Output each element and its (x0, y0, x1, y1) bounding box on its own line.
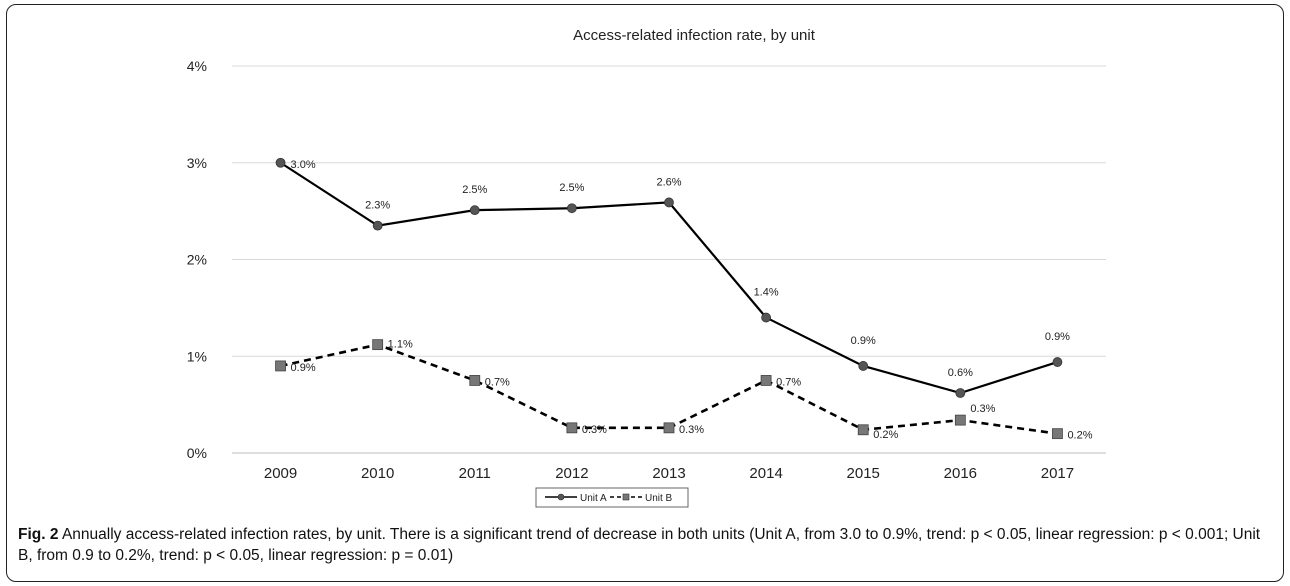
figure-frame (6, 4, 1284, 582)
data-label: 0.2% (1067, 430, 1092, 442)
y-tick-label: 4% (187, 58, 207, 74)
caption-label: Fig. 2 (18, 526, 59, 543)
y-tick-label: 3% (187, 155, 207, 171)
series-unit-b: 0.9% 1.1% 0.7% 0.3% 0.3% 0.7% 0.2% 0.3% 0.2% (275, 339, 1093, 442)
data-point (663, 422, 675, 434)
data-point (372, 339, 384, 351)
data-point (566, 422, 578, 434)
series-group: 3.0%2.3%2.5% 2.5% 2.6%1.4%0.9%0.6%0.9%0.9%… (275, 157, 1093, 442)
series-line (280, 343, 1058, 435)
data-point (275, 360, 286, 372)
line-chart: Access-related infection rate, by unit 0… (187, 27, 1106, 508)
legend: Unit A Unit B (535, 487, 689, 508)
legend-marker (557, 493, 565, 501)
x-tick-label: 2016 (944, 465, 977, 482)
y-tick-label: 0% (187, 445, 207, 461)
y-tick-label: 1% (187, 348, 207, 364)
data-label: 1.4% (754, 287, 779, 299)
data-point (954, 414, 966, 426)
legend-marker (622, 493, 630, 501)
data-label: 0.6% (948, 367, 973, 379)
data-point (566, 203, 577, 214)
caption-text: Annually access-related infection rates,… (18, 526, 1261, 564)
data-point (1052, 428, 1063, 440)
y-tick-label: 2% (187, 252, 207, 268)
legend-label: Unit B (645, 493, 673, 504)
data-point (664, 197, 674, 208)
data-point (857, 424, 869, 436)
data-point (469, 205, 480, 216)
figure-caption: Fig. 2 Annually access-related infection… (18, 524, 1268, 566)
data-label: 0.7% (485, 376, 510, 388)
data-label: 0.3% (679, 424, 704, 436)
data-label: 2.5% (559, 182, 584, 194)
data-point (372, 220, 383, 231)
x-tick-label: 2017 (1041, 465, 1074, 482)
data-label: 2.3% (365, 200, 390, 212)
gridlines (232, 65, 1106, 454)
y-axis-ticks: 0% 1% 2% 3% 4% (187, 58, 207, 461)
x-tick-label: 2011 (459, 465, 491, 482)
data-label: 0.2% (873, 429, 898, 441)
data-point (760, 375, 772, 386)
data-label: 0.9% (1045, 331, 1070, 343)
data-point (858, 361, 869, 371)
data-point (955, 388, 966, 398)
chart-title: Access-related infection rate, by unit (573, 27, 816, 44)
data-label: 0.3% (582, 424, 607, 436)
data-label: 0.9% (291, 362, 316, 374)
data-label: 2.6% (656, 176, 681, 188)
data-label: 1.1% (388, 339, 413, 351)
x-tick-label: 2015 (847, 465, 880, 482)
legend-label: Unit A (580, 493, 607, 504)
data-point (1052, 357, 1063, 367)
data-label: 0.3% (970, 403, 995, 415)
series-line (279, 161, 1058, 395)
data-label: 0.9% (851, 335, 876, 347)
x-tick-label: 2012 (555, 465, 588, 482)
x-tick-label: 2009 (264, 465, 297, 482)
x-tick-label: 2013 (652, 465, 685, 482)
data-point (469, 375, 481, 386)
x-tick-label: 2014 (749, 465, 782, 482)
series-unit-a: 3.0% 2.3% 2.5% 2.5% 2.6% 1.4% 0.9% 0.6% 0.9% (275, 157, 1070, 398)
x-axis-ticks: 2009 2010 2011 2012 2013 2014 2015 2016 2017 (264, 465, 1074, 482)
data-label: 2.5% (462, 184, 487, 196)
data-point (761, 312, 772, 323)
x-tick-label: 2010 (361, 465, 394, 482)
data-label: 0.7% (776, 376, 801, 388)
data-point (275, 157, 286, 168)
data-label: 3.0% (291, 159, 316, 171)
